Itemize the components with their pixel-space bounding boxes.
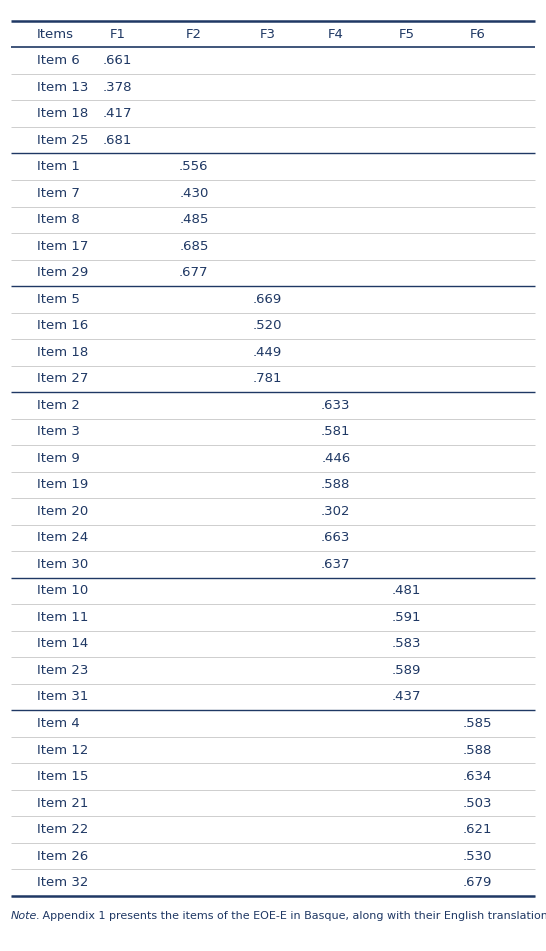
- Text: Item 12: Item 12: [37, 744, 88, 757]
- Text: .378: .378: [103, 81, 132, 94]
- Text: Item 22: Item 22: [37, 823, 88, 836]
- Text: Item 32: Item 32: [37, 876, 88, 889]
- Text: Item 25: Item 25: [37, 134, 88, 146]
- Text: Item 11: Item 11: [37, 611, 88, 624]
- Text: .446: .446: [321, 452, 351, 465]
- Text: .585: .585: [463, 717, 492, 730]
- Text: .530: .530: [463, 849, 492, 863]
- Text: Item 16: Item 16: [37, 320, 88, 332]
- Text: .430: .430: [179, 186, 209, 200]
- Text: .621: .621: [463, 823, 492, 836]
- Text: .520: .520: [253, 320, 282, 332]
- Text: Items: Items: [37, 28, 74, 41]
- Text: Item 13: Item 13: [37, 81, 88, 94]
- Text: .556: .556: [179, 160, 209, 173]
- Text: .588: .588: [321, 478, 351, 492]
- Text: Item 14: Item 14: [37, 637, 88, 650]
- Text: Item 4: Item 4: [37, 717, 80, 730]
- Text: F5: F5: [399, 28, 415, 41]
- Text: Item 10: Item 10: [37, 585, 88, 597]
- Text: .591: .591: [392, 611, 422, 624]
- Text: .634: .634: [463, 770, 492, 783]
- Text: Item 2: Item 2: [37, 398, 80, 412]
- Text: .583: .583: [392, 637, 422, 650]
- Text: .589: .589: [392, 664, 422, 677]
- Text: .485: .485: [179, 213, 209, 226]
- Text: Item 26: Item 26: [37, 849, 88, 863]
- Text: Appendix 1 presents the items of the EOE-E in Basque, along with their English t: Appendix 1 presents the items of the EOE…: [39, 911, 546, 921]
- Text: Item 1: Item 1: [37, 160, 80, 173]
- Text: .637: .637: [321, 558, 351, 571]
- Text: Item 17: Item 17: [37, 240, 88, 253]
- Text: .669: .669: [253, 293, 282, 306]
- Text: .449: .449: [253, 346, 282, 359]
- Text: Item 21: Item 21: [37, 797, 88, 809]
- Text: Item 20: Item 20: [37, 505, 88, 518]
- Text: F4: F4: [328, 28, 344, 41]
- Text: .781: .781: [253, 373, 282, 385]
- Text: Item 8: Item 8: [37, 213, 80, 226]
- Text: F1: F1: [109, 28, 126, 41]
- Text: .481: .481: [392, 585, 422, 597]
- Text: F2: F2: [186, 28, 202, 41]
- Text: .661: .661: [103, 54, 132, 68]
- Text: Item 24: Item 24: [37, 532, 88, 544]
- Text: F6: F6: [470, 28, 486, 41]
- Text: Item 18: Item 18: [37, 107, 88, 120]
- Text: .679: .679: [463, 876, 492, 889]
- Text: .503: .503: [463, 797, 492, 809]
- Text: Item 18: Item 18: [37, 346, 88, 359]
- Text: .663: .663: [321, 532, 351, 544]
- Text: Item 5: Item 5: [37, 293, 80, 306]
- Text: Item 29: Item 29: [37, 266, 88, 280]
- Text: .437: .437: [392, 690, 422, 704]
- Text: .302: .302: [321, 505, 351, 518]
- Text: Item 30: Item 30: [37, 558, 88, 571]
- Text: .417: .417: [103, 107, 132, 120]
- Text: .588: .588: [463, 744, 492, 757]
- Text: Item 19: Item 19: [37, 478, 88, 492]
- Text: Item 6: Item 6: [37, 54, 80, 68]
- Text: .681: .681: [103, 134, 132, 146]
- Text: Note.: Note.: [11, 911, 41, 921]
- Text: .685: .685: [179, 240, 209, 253]
- Text: Item 23: Item 23: [37, 664, 88, 677]
- Text: Item 27: Item 27: [37, 373, 88, 385]
- Text: Item 3: Item 3: [37, 425, 80, 438]
- Text: .677: .677: [179, 266, 209, 280]
- Text: Item 15: Item 15: [37, 770, 88, 783]
- Text: .633: .633: [321, 398, 351, 412]
- Text: .581: .581: [321, 425, 351, 438]
- Text: Item 9: Item 9: [37, 452, 80, 465]
- Text: F3: F3: [259, 28, 276, 41]
- Text: Item 7: Item 7: [37, 186, 80, 200]
- Text: Item 31: Item 31: [37, 690, 88, 704]
